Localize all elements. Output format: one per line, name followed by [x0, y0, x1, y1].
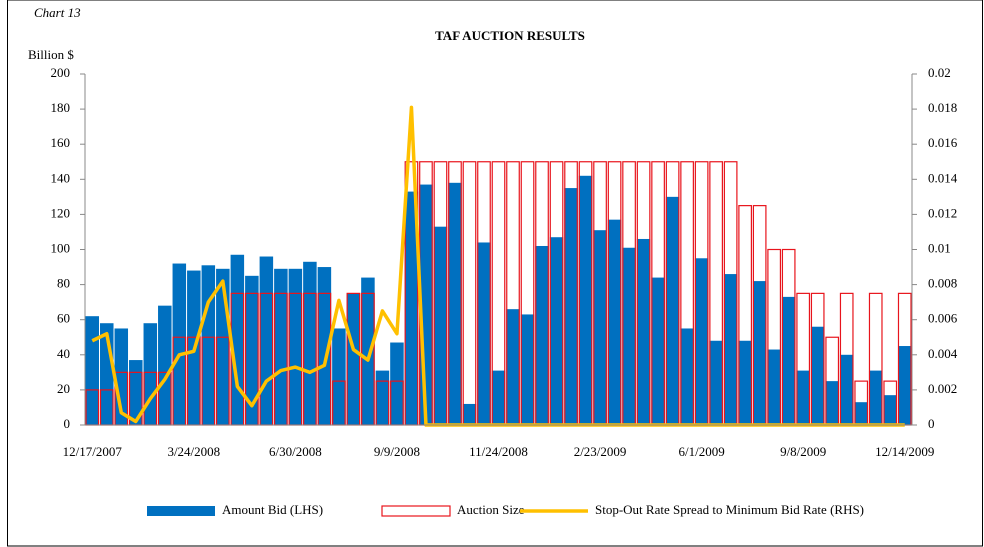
y2-tick-label: 0.008: [928, 276, 957, 291]
bar: [897, 346, 912, 425]
y2-tick-label: 0.012: [928, 205, 957, 220]
bar: [767, 349, 781, 425]
bar: [158, 305, 172, 425]
bar: [636, 238, 651, 425]
bar: [520, 314, 535, 425]
y-tick-label: 40: [57, 346, 70, 361]
bar: [201, 265, 216, 425]
bar: [346, 293, 361, 425]
chart-title: TAF AUCTION RESULTS: [435, 28, 585, 43]
bar: [535, 245, 549, 425]
y2-tick-label: 0.018: [928, 100, 957, 115]
bar: [259, 256, 274, 425]
y-tick-label: 120: [51, 205, 71, 220]
y-tick-label: 100: [51, 240, 71, 255]
bar: [404, 191, 419, 425]
bar: [564, 188, 578, 425]
bar: [752, 281, 767, 425]
y-tick-label: 160: [51, 135, 71, 150]
x-tick-label: 2/23/2009: [574, 444, 627, 459]
outline-bar: [462, 161, 477, 426]
y2-tick-label: 0.004: [928, 346, 958, 361]
bar: [491, 370, 506, 425]
bar: [129, 360, 143, 425]
bar: [868, 370, 883, 425]
bar: [622, 247, 636, 425]
y-tick-label: 80: [57, 276, 70, 291]
bar: [607, 219, 622, 425]
y2-tick-label: 0.01: [928, 240, 951, 255]
y2-tick-label: 0.006: [928, 311, 958, 326]
bar: [274, 268, 288, 425]
bar: [375, 370, 390, 425]
bar: [578, 175, 593, 425]
bar: [332, 328, 346, 425]
legend-label: Auction Size: [457, 502, 525, 517]
bar: [694, 258, 709, 425]
bar: [709, 340, 723, 425]
bar: [883, 395, 897, 425]
legend-key: [381, 505, 451, 517]
bar: [825, 381, 839, 425]
bar: [506, 309, 520, 425]
y-axis-label: Billion $: [28, 47, 74, 62]
bar: [143, 323, 158, 425]
bar: [361, 277, 375, 425]
bar: [230, 254, 245, 425]
x-tick-label: 6/1/2009: [679, 444, 725, 459]
chart-label: Chart 13: [34, 5, 81, 20]
bar: [680, 328, 694, 425]
y-tick-label: 20: [57, 381, 70, 396]
bar: [85, 316, 100, 425]
chart-frame: [7, 0, 983, 547]
bar: [448, 182, 462, 425]
y2-tick-label: 0: [928, 416, 935, 431]
y2-tick-label: 0.016: [928, 135, 958, 150]
y-tick-label: 180: [51, 100, 71, 115]
y2-tick-label: 0.014: [928, 170, 958, 185]
bar: [651, 277, 665, 425]
legend-label: Amount Bid (LHS): [222, 502, 323, 517]
x-tick-label: 6/30/2008: [269, 444, 322, 459]
bar: [172, 263, 187, 425]
bar: [796, 370, 810, 425]
bar: [854, 402, 868, 425]
y-tick-label: 140: [51, 170, 71, 185]
y-tick-label: 0: [64, 416, 71, 431]
y-tick-label: 60: [57, 311, 70, 326]
bar: [390, 342, 404, 425]
bar: [839, 354, 854, 425]
y2-tick-label: 0.002: [928, 381, 957, 396]
bar: [477, 242, 491, 425]
legend-label: Stop-Out Rate Spread to Minimum Bid Rate…: [595, 502, 864, 517]
x-tick-label: 9/8/2009: [780, 444, 826, 459]
bar: [665, 196, 680, 425]
x-tick-label: 9/9/2008: [374, 444, 420, 459]
legend-key: [147, 506, 215, 516]
y2-tick-label: 0.02: [928, 65, 951, 80]
y-tick-label: 200: [51, 65, 71, 80]
x-tick-label: 11/24/2008: [469, 444, 528, 459]
bar: [245, 275, 259, 425]
bar: [593, 230, 607, 425]
bar: [781, 296, 796, 425]
bar: [288, 268, 303, 425]
bar: [433, 226, 448, 425]
bar: [549, 237, 564, 425]
x-tick-label: 12/17/2007: [63, 444, 123, 459]
x-tick-label: 3/24/2008: [167, 444, 220, 459]
bar: [723, 274, 738, 425]
bar: [738, 340, 752, 425]
x-tick-label: 12/14/2009: [875, 444, 934, 459]
bar: [810, 326, 825, 425]
bar: [303, 261, 317, 425]
bar: [462, 403, 477, 425]
bar: [317, 267, 332, 425]
